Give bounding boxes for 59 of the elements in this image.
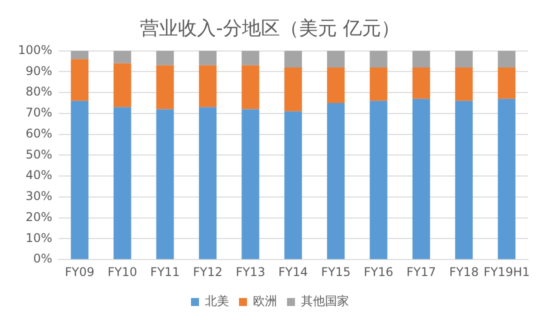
x-tick-label: FY18 <box>449 264 479 279</box>
bar <box>198 65 217 108</box>
bar <box>498 50 516 68</box>
y-tick-label: 50% <box>26 147 52 162</box>
bar <box>156 50 174 66</box>
y-tick-label: 40% <box>26 168 52 182</box>
bar <box>198 107 217 260</box>
x-tick-label: FY14 <box>278 264 308 279</box>
bar <box>327 50 345 68</box>
x-tick-label: FY11 <box>150 264 180 279</box>
bar <box>156 109 174 260</box>
y-tick-label: 30% <box>26 189 52 204</box>
bar <box>455 100 473 260</box>
x-tick-label: FY16 <box>364 264 394 279</box>
x-tick-label: FY10 <box>108 264 138 279</box>
bar <box>198 50 217 66</box>
bar <box>412 50 430 68</box>
bar <box>455 50 473 68</box>
y-tick-label: 20% <box>26 210 52 224</box>
bar <box>242 50 260 66</box>
bar <box>156 65 174 110</box>
bar <box>412 68 430 99</box>
bar <box>370 100 388 260</box>
bar <box>114 50 132 64</box>
bar <box>284 68 302 112</box>
bar <box>327 68 345 103</box>
legend-label: 北美 <box>205 294 229 308</box>
bar <box>242 109 260 260</box>
bar <box>370 50 388 68</box>
bar <box>498 68 516 99</box>
bar <box>498 98 516 260</box>
legend-label: 其他国家 <box>301 294 349 308</box>
y-tick-label: 80% <box>26 84 52 99</box>
bar <box>114 63 132 108</box>
legend-label: 欧洲 <box>253 294 277 308</box>
y-tick-label: 10% <box>26 230 52 245</box>
bar <box>114 107 132 260</box>
y-tick-label: 90% <box>26 64 52 78</box>
x-tick-label: FY19H1 <box>484 264 530 279</box>
bar <box>242 65 260 110</box>
x-tick-label: FY12 <box>192 264 223 279</box>
y-tick-label: 100% <box>18 42 52 57</box>
bar <box>284 111 302 260</box>
y-tick-label: 70% <box>26 106 52 120</box>
bar <box>70 59 88 101</box>
bar <box>412 98 430 260</box>
x-tick-label: FY13 <box>236 264 266 279</box>
bar <box>70 100 88 260</box>
bar <box>455 68 473 101</box>
bar <box>327 103 345 260</box>
y-tick-label: 60% <box>26 126 52 140</box>
y-tick-label: 0% <box>33 252 52 266</box>
bar <box>284 50 302 68</box>
x-tick-label: FY09 <box>64 264 94 279</box>
x-tick-label: FY15 <box>321 264 351 279</box>
bar <box>70 50 88 60</box>
chart-title: 营业收入-分地区（美元 亿元） <box>140 17 400 40</box>
x-tick-label: FY17 <box>406 264 436 279</box>
bar <box>370 68 388 101</box>
